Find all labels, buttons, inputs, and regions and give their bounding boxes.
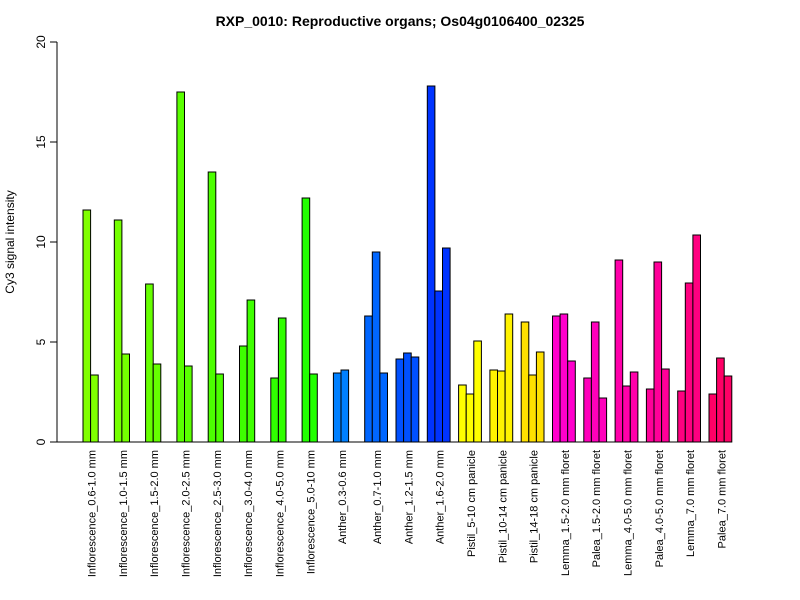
y-tick-label: 10 — [34, 235, 48, 249]
bar — [113, 219, 123, 443]
bar — [426, 85, 436, 443]
bar — [661, 368, 670, 443]
bar — [465, 393, 475, 443]
bar — [458, 384, 467, 443]
bar — [246, 299, 256, 443]
bar — [207, 171, 217, 443]
bar — [716, 357, 725, 443]
x-tick-label: Anther_0.3-0.6 mm — [337, 450, 349, 544]
bar — [559, 313, 569, 443]
bar — [403, 352, 412, 443]
x-tick-label: Inflorescence_0.6-1.0 mm — [87, 450, 99, 577]
bar — [583, 377, 592, 443]
bar — [645, 388, 655, 443]
x-tick-label: Inflorescence_2.0-2.5 mm — [181, 450, 193, 577]
x-tick-label: Pistil_5-10 cm panicle — [466, 450, 478, 557]
bar — [442, 247, 451, 443]
bar — [364, 315, 373, 443]
bar — [301, 197, 311, 443]
x-tick-label: Lemma_4.0-5.0 mm floret — [623, 450, 635, 576]
x-tick-label: Palea_1.5-2.0 mm floret — [591, 450, 603, 567]
x-tick-label: Lemma_1.5-2.0 mm floret — [560, 450, 572, 576]
bar — [708, 393, 718, 443]
x-tick-label: Anther_1.2-1.5 mm — [403, 450, 415, 544]
x-tick-label: Inflorescence_5.0-10 mm — [306, 450, 318, 574]
bar — [82, 209, 92, 443]
bar — [410, 356, 420, 443]
bar — [332, 372, 342, 443]
bar — [473, 340, 482, 443]
bar — [184, 365, 193, 443]
x-tick-label: Pistil_14-18 cm panicle — [529, 450, 541, 563]
bar — [121, 353, 131, 443]
bar — [270, 377, 279, 443]
bar — [239, 345, 248, 443]
bar — [528, 374, 537, 443]
bar — [395, 358, 405, 443]
bar — [497, 370, 506, 443]
bar — [145, 283, 154, 443]
bar — [723, 375, 733, 443]
y-tick-label: 5 — [34, 338, 48, 345]
bar — [90, 374, 99, 443]
x-tick-label: Palea_4.0-5.0 mm floret — [654, 450, 666, 567]
bar — [653, 261, 663, 443]
bar — [598, 397, 608, 443]
bar — [504, 313, 514, 443]
bar — [176, 91, 185, 443]
bar — [692, 234, 702, 443]
y-axis-label: Cy3 signal intensity — [3, 190, 17, 293]
bars — [82, 85, 733, 443]
x-tick-label: Anther_1.6-2.0 mm — [435, 450, 447, 544]
bar — [567, 360, 576, 443]
bar — [677, 390, 686, 443]
bar — [684, 282, 694, 443]
bar — [277, 317, 287, 443]
bar — [535, 351, 545, 443]
x-tick-label: Inflorescence_1.0-1.5 mm — [118, 450, 130, 577]
bar — [152, 363, 162, 443]
bar — [371, 251, 381, 443]
bar — [590, 321, 600, 443]
x-tick-labels: Inflorescence_0.6-1.0 mm Inflorescence_1.… — [87, 450, 729, 577]
bar — [379, 372, 388, 443]
bar — [215, 373, 224, 443]
bar — [340, 369, 350, 443]
x-tick-label: Inflorescence_2.5-3.0 mm — [212, 450, 224, 577]
bar — [622, 385, 631, 443]
bar — [629, 371, 639, 443]
bar — [434, 290, 443, 443]
x-tick-label: Palea_7.0 mm floret — [716, 450, 728, 548]
y-tick-label: 15 — [34, 135, 48, 149]
x-tick-label: Inflorescence_3.0-4.0 mm — [243, 450, 255, 577]
bar — [489, 369, 498, 443]
bar — [309, 373, 318, 443]
x-tick-label: Lemma_7.0 mm floret — [685, 450, 697, 557]
chart-title: RXP_0010: Reproductive organs; Os04g0106… — [216, 13, 585, 29]
x-tick-label: Pistil_10-14 cm panicle — [497, 450, 509, 563]
x-tick-label: Anther_0.7-1.0 mm — [372, 450, 384, 544]
y-axis: 0 5 10 15 20 — [34, 35, 58, 445]
x-tick-label: Inflorescence_4.0-5.0 mm — [274, 450, 286, 577]
y-tick-label: 0 — [34, 438, 48, 445]
bar — [614, 259, 624, 443]
bar — [520, 321, 530, 443]
x-tick-label: Inflorescence_1.5-2.0 mm — [149, 450, 161, 577]
y-tick-label: 20 — [34, 35, 48, 49]
bar — [552, 315, 561, 443]
